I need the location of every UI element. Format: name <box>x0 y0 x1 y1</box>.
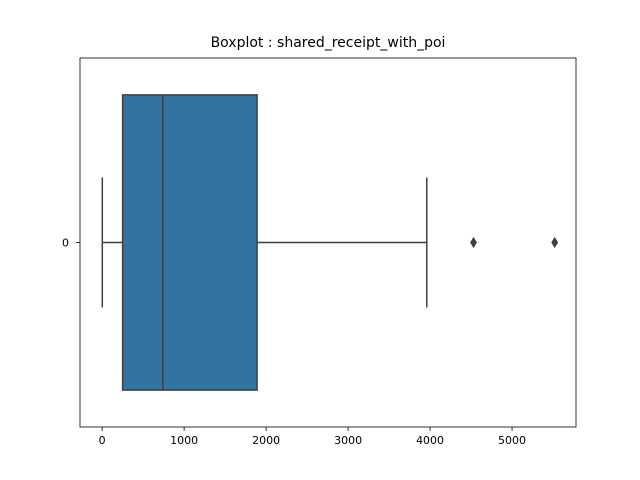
iqr-box <box>121 94 258 391</box>
chart-title: Boxplot : shared_receipt_with_poi <box>211 35 446 51</box>
y-tick-label: 0 <box>62 237 69 250</box>
x-tick-label: 1000 <box>170 434 198 447</box>
outlier-point <box>551 236 559 249</box>
axes: 0 0 1000 2000 3000 4000 5000 <box>62 57 577 447</box>
plot-area <box>101 94 559 391</box>
x-tick-label: 2000 <box>252 434 280 447</box>
x-tick-label: 0 <box>99 434 106 447</box>
x-tick-label: 4000 <box>416 434 444 447</box>
x-tick-label: 5000 <box>498 434 526 447</box>
outlier-point <box>470 236 477 249</box>
x-tick-label: 3000 <box>334 434 362 447</box>
axes-frame <box>79 57 577 428</box>
